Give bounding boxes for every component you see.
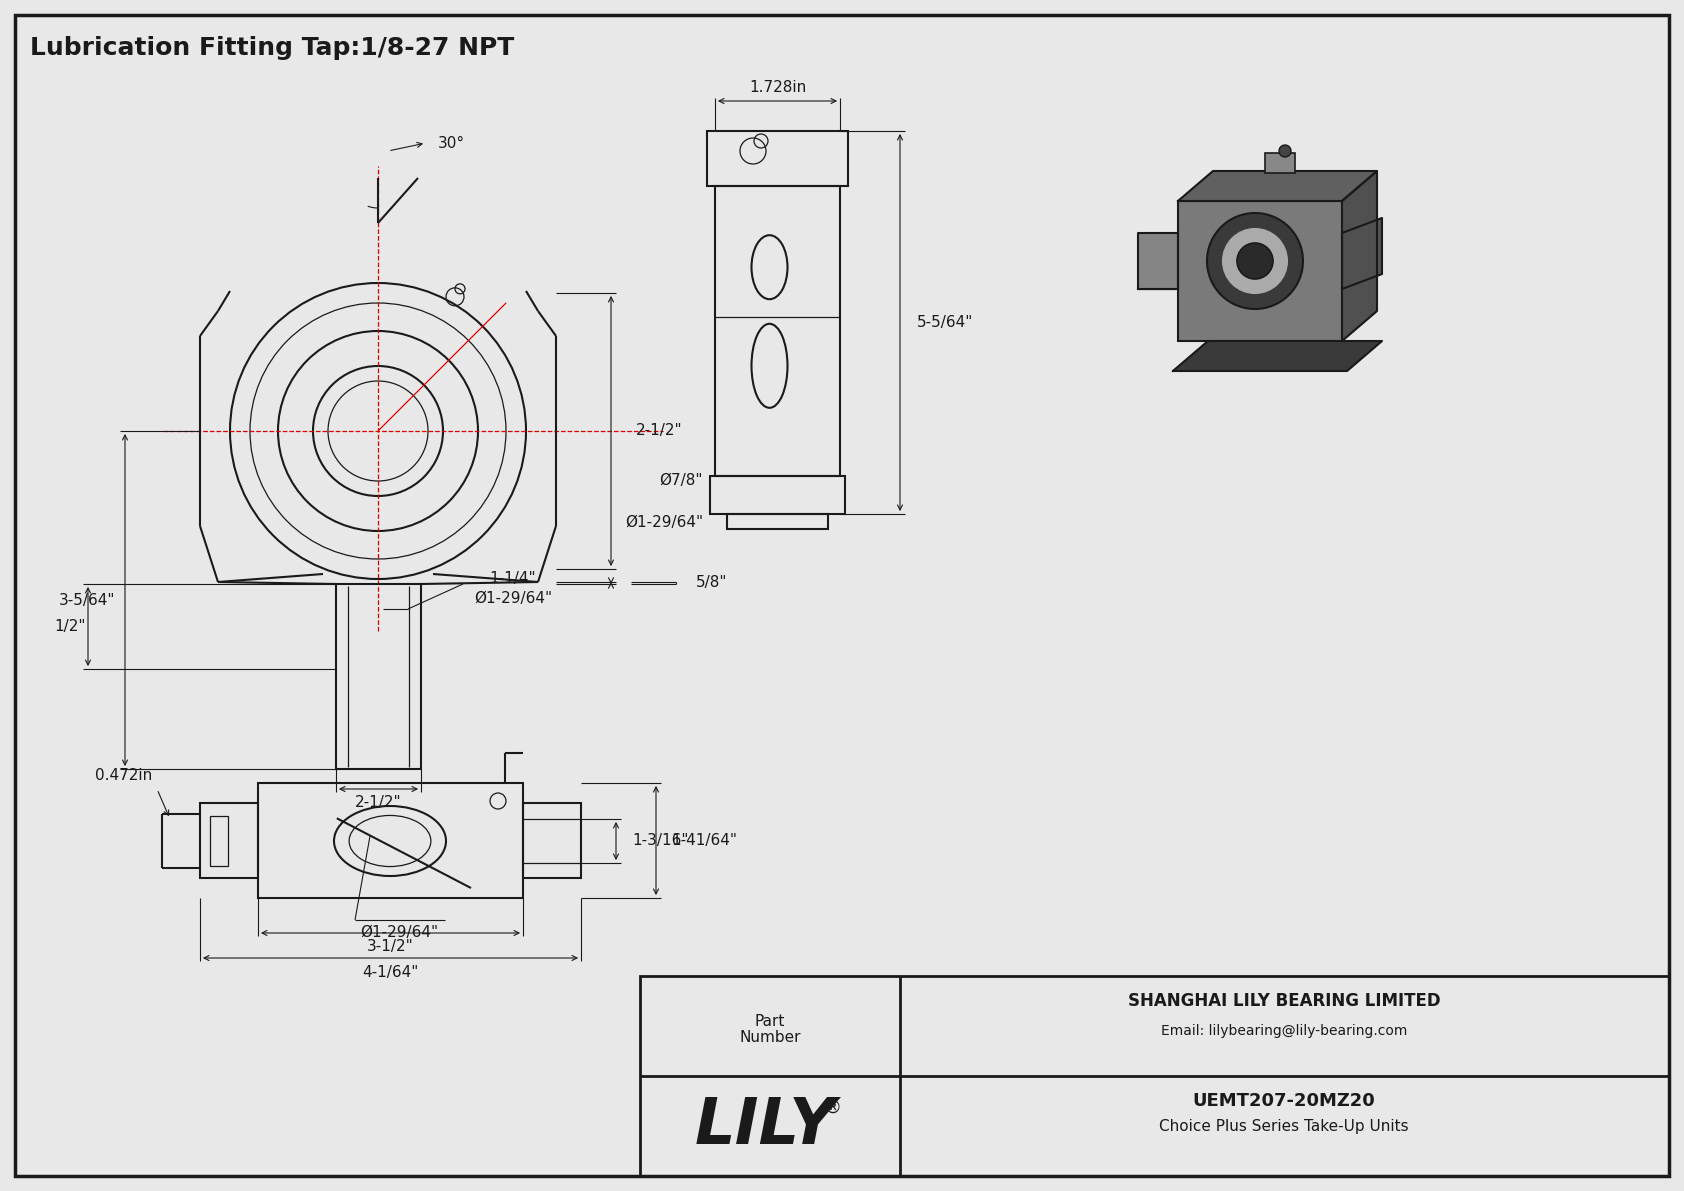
Text: Ø1-29/64": Ø1-29/64" xyxy=(473,592,552,606)
Text: Ø1-29/64": Ø1-29/64" xyxy=(360,925,438,941)
Circle shape xyxy=(1280,145,1292,157)
Text: 3-5/64": 3-5/64" xyxy=(59,592,115,607)
Polygon shape xyxy=(1138,233,1179,289)
Bar xyxy=(640,975,1669,1176)
Text: Number: Number xyxy=(739,1030,802,1046)
Text: 0.472in: 0.472in xyxy=(94,768,152,784)
Text: Part: Part xyxy=(754,1014,785,1029)
Text: 3-1/2": 3-1/2" xyxy=(367,940,413,954)
Bar xyxy=(1265,152,1295,173)
Text: 5-5/64": 5-5/64" xyxy=(916,314,973,330)
Circle shape xyxy=(1223,229,1287,293)
Bar xyxy=(200,803,258,878)
Bar xyxy=(258,782,524,898)
Text: UEMT207-20MZ20: UEMT207-20MZ20 xyxy=(1192,1092,1376,1110)
Bar xyxy=(727,515,829,529)
Text: 1-3/16": 1-3/16" xyxy=(633,834,689,848)
Bar xyxy=(707,131,849,186)
Bar xyxy=(210,816,227,866)
Text: 1-41/64": 1-41/64" xyxy=(670,834,738,848)
Text: Lubrication Fitting Tap:1/8-27 NPT: Lubrication Fitting Tap:1/8-27 NPT xyxy=(30,36,514,60)
Text: 1-1/4": 1-1/4" xyxy=(490,572,536,586)
Text: Ø1-29/64": Ø1-29/64" xyxy=(625,516,702,530)
Circle shape xyxy=(1207,213,1303,308)
Text: 5/8": 5/8" xyxy=(695,575,727,591)
Text: 4-1/64": 4-1/64" xyxy=(362,965,418,979)
Circle shape xyxy=(1238,243,1273,279)
Bar xyxy=(337,584,421,769)
Polygon shape xyxy=(1179,172,1378,201)
Text: Ø7/8": Ø7/8" xyxy=(660,473,702,487)
Bar xyxy=(524,803,581,878)
Bar xyxy=(716,186,840,476)
Text: 1.728in: 1.728in xyxy=(749,80,807,94)
Bar xyxy=(711,476,845,515)
Polygon shape xyxy=(1342,172,1378,341)
Polygon shape xyxy=(1342,218,1383,289)
Text: 2-1/2": 2-1/2" xyxy=(635,424,682,438)
Bar xyxy=(1179,201,1344,341)
Text: ®: ® xyxy=(823,1099,840,1117)
Text: LILY: LILY xyxy=(694,1095,835,1156)
Polygon shape xyxy=(1174,341,1383,372)
Text: 1/2": 1/2" xyxy=(54,619,86,634)
Text: SHANGHAI LILY BEARING LIMITED: SHANGHAI LILY BEARING LIMITED xyxy=(1128,992,1440,1010)
Text: Choice Plus Series Take-Up Units: Choice Plus Series Take-Up Units xyxy=(1159,1118,1410,1134)
Text: 2-1/2": 2-1/2" xyxy=(355,796,401,811)
Text: Email: lilybearing@lily-bearing.com: Email: lilybearing@lily-bearing.com xyxy=(1160,1024,1408,1039)
Text: 30°: 30° xyxy=(438,136,465,150)
